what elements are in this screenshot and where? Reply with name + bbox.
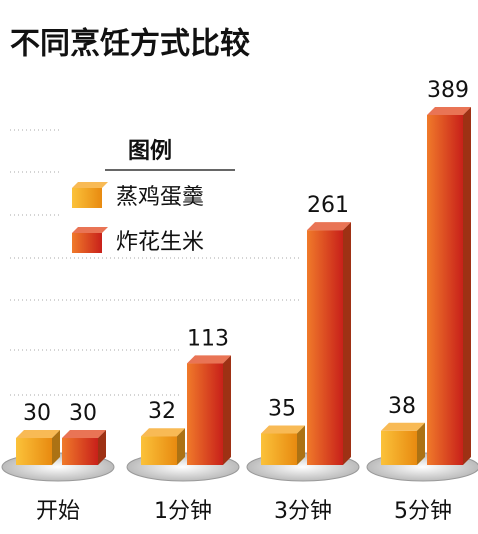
decor-lines bbox=[10, 129, 300, 396]
bar-side bbox=[177, 428, 185, 465]
x-tick-label: 3分钟 bbox=[274, 499, 332, 524]
bar-side bbox=[417, 422, 425, 465]
bar-side bbox=[343, 222, 351, 465]
bar bbox=[187, 363, 223, 465]
legend-swatch bbox=[72, 233, 102, 253]
bar bbox=[381, 430, 417, 465]
legend-label: 炸花生米 bbox=[116, 230, 204, 255]
bar bbox=[427, 115, 463, 465]
x-tick-label: 开始 bbox=[36, 499, 80, 524]
bar-top bbox=[307, 222, 351, 231]
legend-title: 图例 bbox=[128, 139, 172, 164]
value-label: 261 bbox=[307, 193, 349, 218]
bar-side bbox=[463, 107, 471, 465]
legend-swatch-top bbox=[72, 182, 108, 188]
value-label: 32 bbox=[148, 399, 176, 424]
bar-top bbox=[187, 355, 231, 364]
chart-title: 不同烹饪方式比较 bbox=[10, 27, 250, 62]
bar-top bbox=[141, 428, 185, 437]
legend-swatch bbox=[72, 188, 102, 208]
value-label: 113 bbox=[187, 326, 229, 351]
bar bbox=[307, 230, 343, 465]
bar bbox=[16, 438, 52, 465]
value-label: 38 bbox=[388, 394, 416, 419]
bar bbox=[141, 436, 177, 465]
bar bbox=[261, 433, 297, 465]
x-tick-label: 1分钟 bbox=[154, 499, 212, 524]
value-label: 30 bbox=[69, 401, 97, 426]
bar-side bbox=[223, 355, 231, 465]
value-label: 389 bbox=[427, 78, 469, 103]
bar-side bbox=[52, 430, 60, 465]
bar bbox=[62, 438, 98, 465]
bar-top bbox=[62, 430, 106, 439]
bar-top bbox=[427, 107, 471, 115]
legend-label: 蒸鸡蛋羹 bbox=[116, 185, 204, 210]
bar-side bbox=[297, 425, 305, 465]
bar-top bbox=[16, 430, 60, 439]
value-label: 30 bbox=[23, 401, 51, 426]
bar-top bbox=[381, 422, 425, 431]
bar-side bbox=[98, 430, 106, 465]
bar-top bbox=[261, 425, 305, 434]
legend-swatch-top bbox=[72, 227, 108, 233]
value-label: 35 bbox=[268, 397, 296, 422]
x-tick-label: 5分钟 bbox=[394, 499, 452, 524]
